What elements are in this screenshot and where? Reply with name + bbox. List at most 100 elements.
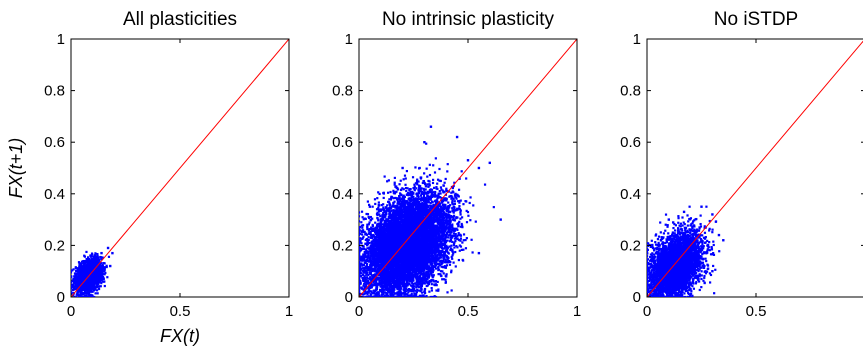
data-point [434, 190, 437, 194]
data-point [365, 262, 369, 266]
data-point [90, 290, 93, 293]
data-point [436, 262, 439, 266]
data-point [383, 221, 386, 225]
data-point [78, 278, 81, 281]
data-point [445, 261, 448, 264]
data-point [81, 268, 84, 271]
data-point [88, 262, 91, 265]
data-point [89, 255, 93, 258]
data-point [96, 266, 99, 269]
data-point [99, 268, 102, 272]
data-point [71, 269, 74, 272]
data-point [437, 265, 440, 268]
data-point [95, 257, 98, 260]
data-point [442, 278, 446, 281]
data-point [363, 250, 366, 253]
data-point [82, 266, 85, 269]
data-point [367, 223, 370, 226]
data-point [95, 289, 99, 292]
data-point [87, 288, 90, 291]
data-point [440, 265, 443, 268]
data-point [79, 276, 82, 280]
data-point [107, 255, 111, 258]
data-point [87, 270, 90, 274]
data-point [80, 295, 83, 297]
data-point [71, 287, 73, 290]
data-point [441, 270, 444, 273]
data-point [97, 265, 100, 268]
data-point [426, 284, 429, 287]
data-point [376, 211, 379, 214]
data-point [90, 263, 93, 266]
data-point [71, 283, 74, 287]
data-point [86, 256, 90, 259]
data-point [83, 275, 86, 278]
data-point [365, 212, 368, 216]
data-point [459, 237, 463, 240]
data-point [92, 289, 96, 292]
data-point [377, 210, 381, 213]
data-point [71, 271, 73, 274]
data-point [78, 282, 81, 285]
data-point [467, 214, 470, 217]
data-point [465, 221, 469, 224]
data-point [81, 272, 84, 275]
data-point [77, 276, 80, 279]
data-point [456, 228, 459, 231]
data-point [459, 245, 463, 248]
data-point [100, 282, 103, 285]
data-point [453, 241, 456, 244]
data-point [432, 279, 435, 282]
data-point [77, 290, 80, 293]
data-point [87, 277, 90, 281]
data-point [96, 254, 99, 257]
data-point [94, 252, 97, 255]
data-point [103, 284, 106, 288]
data-point [90, 287, 93, 290]
data-point [106, 276, 109, 279]
data-point [98, 280, 102, 283]
data-point [369, 236, 372, 239]
data-point [407, 283, 411, 286]
y-tick-label: 0.4 [44, 186, 65, 203]
data-point [94, 259, 97, 262]
data-point [86, 267, 89, 270]
data-point [362, 235, 365, 238]
data-point [396, 197, 399, 200]
data-point [438, 179, 441, 182]
data-point [374, 257, 377, 260]
data-point [375, 234, 379, 237]
data-point [84, 260, 87, 263]
data-point [101, 271, 104, 274]
data-point [360, 242, 363, 245]
data-point [73, 282, 76, 285]
data-point [429, 201, 432, 205]
data-point [469, 219, 472, 222]
data-point [87, 265, 90, 268]
data-point [88, 267, 92, 270]
data-point [451, 218, 454, 221]
data-point [82, 282, 85, 285]
data-point [88, 281, 91, 285]
data-point [459, 225, 462, 228]
data-point [90, 295, 93, 297]
data-point [82, 268, 85, 271]
identity-line [71, 39, 289, 297]
data-point [93, 261, 96, 264]
data-point [80, 290, 83, 293]
data-point [85, 250, 88, 254]
data-point [96, 260, 99, 263]
data-point [77, 272, 80, 275]
data-point [452, 211, 455, 214]
data-point [85, 261, 88, 264]
data-point [412, 192, 415, 195]
x-tick-label: 0 [67, 303, 75, 320]
data-point [446, 239, 449, 242]
data-point [78, 266, 81, 269]
data-point [366, 213, 370, 216]
data-point [359, 215, 361, 218]
y-tick-label: 0 [57, 289, 65, 306]
data-point [402, 178, 405, 181]
data-point [385, 210, 388, 213]
